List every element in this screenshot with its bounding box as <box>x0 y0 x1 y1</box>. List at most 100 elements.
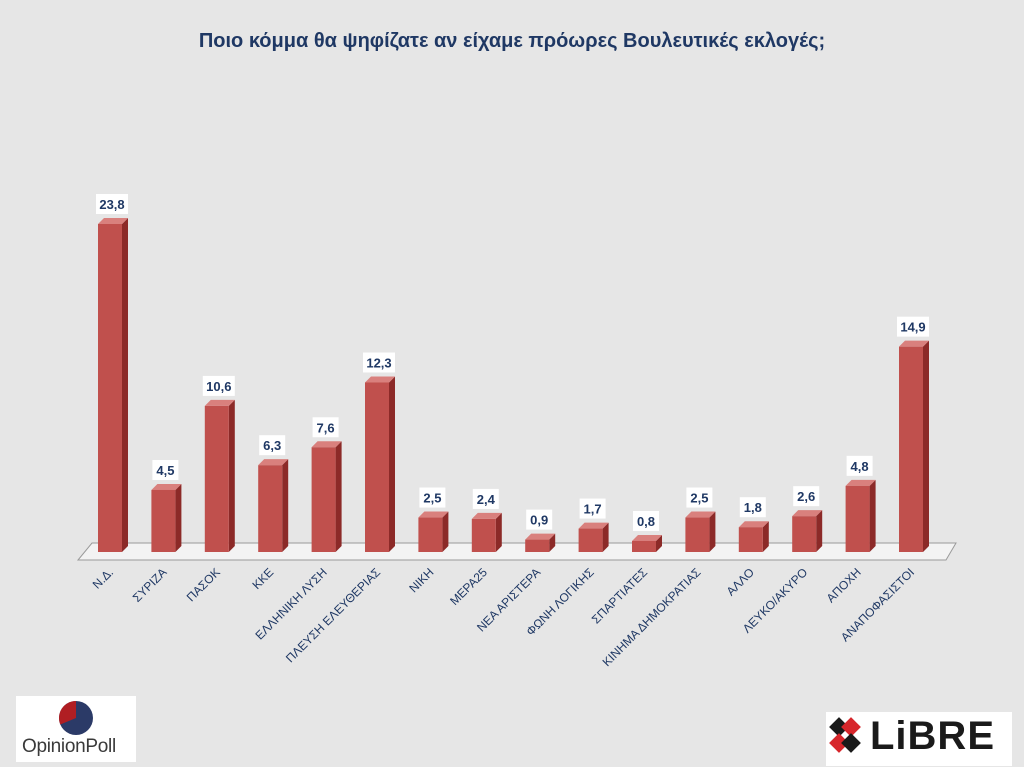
bar <box>258 465 283 552</box>
value-label: 7,6 <box>317 420 335 435</box>
bars-group <box>98 218 929 552</box>
value-labels-group: 23,8 4,5 10,6 6,3 7,6 12,3 2,5 2,4 0,9 1,7 0,8 2,5 1… <box>96 194 929 531</box>
bar-side <box>122 218 128 552</box>
value-label: 2,5 <box>690 491 708 506</box>
opinion-poll-logo: OpinionPoll <box>16 696 136 762</box>
bar <box>418 517 443 552</box>
bar-chart: 23,8 4,5 10,6 6,3 7,6 12,3 2,5 2,4 0,9 1,7 0,8 2,5 1… <box>76 194 957 669</box>
value-label-box <box>739 497 766 518</box>
bar-top <box>418 511 449 518</box>
bar-side <box>656 534 662 552</box>
value-label: 6,3 <box>263 438 281 453</box>
value-label: 2,4 <box>477 492 496 507</box>
value-label-box <box>259 435 286 456</box>
bar-side <box>175 483 182 552</box>
bar-top <box>151 483 182 490</box>
bar <box>899 346 923 552</box>
opinion-poll-logo-text: OpinionPoll <box>22 736 116 757</box>
value-label-box <box>793 486 820 507</box>
bar-side <box>869 479 876 552</box>
bar <box>685 517 710 552</box>
bar-side <box>709 511 716 552</box>
value-label-box <box>579 498 606 519</box>
value-label: 1,7 <box>584 502 602 517</box>
value-label: 0,9 <box>530 513 548 528</box>
bar-side <box>389 376 395 552</box>
bar-side <box>442 511 449 552</box>
bar <box>845 485 870 552</box>
bar <box>204 405 229 552</box>
bar <box>151 489 176 552</box>
bar-top <box>845 479 876 486</box>
bar-side <box>282 459 289 552</box>
value-label-box <box>526 509 553 530</box>
value-label-box <box>96 194 128 214</box>
value-label: 0,8 <box>637 514 655 529</box>
chart-floor <box>76 542 957 561</box>
bar <box>98 224 122 552</box>
category-label: ΚΚΕ <box>249 565 276 592</box>
category-label: ΠΛΕΥΣΗ ΕΛΕΥΘΕΡΙΑΣ <box>283 565 383 665</box>
bar <box>525 539 550 552</box>
value-label-box <box>363 352 395 373</box>
category-label: ΚΙΝΗΜΑ ΔΗΜΟΚΡΑΤΙΑΣ <box>600 565 704 669</box>
bar-top <box>685 511 716 518</box>
libre-logo-text: LiBRE <box>870 714 995 758</box>
bar-top <box>525 533 556 540</box>
value-label: 10,6 <box>206 379 231 394</box>
category-label: ΑΠΟΧΗ <box>824 565 864 605</box>
value-label-box <box>419 487 446 508</box>
bar-top <box>578 522 609 529</box>
chart-title: Ποιο κόμμα θα ψηφίζατε αν είχαμε πρόωρες… <box>198 30 826 52</box>
bar-top <box>204 399 235 406</box>
category-label: ΣΥΡΙΖΑ <box>130 565 170 605</box>
bar-top <box>738 521 769 528</box>
bar-side <box>816 510 823 552</box>
value-label: 1,8 <box>744 500 762 515</box>
bar-top <box>98 218 128 224</box>
bar-top <box>792 510 823 517</box>
value-label-box <box>897 316 929 337</box>
bar-side <box>495 512 502 552</box>
value-label-box <box>846 455 873 476</box>
bar-side <box>228 399 235 552</box>
bar <box>365 382 389 552</box>
category-label: ΠΑΣΟΚ <box>184 565 223 604</box>
chart-floor-plane <box>76 542 957 561</box>
bar <box>738 527 763 552</box>
value-label: 23,8 <box>99 197 124 212</box>
bar-side <box>762 521 769 552</box>
bar <box>311 447 336 552</box>
value-label-box <box>312 417 339 438</box>
bar-top <box>258 459 289 466</box>
bar-top <box>365 376 395 383</box>
value-label-box <box>686 487 713 508</box>
bar <box>632 540 656 552</box>
value-label-box <box>202 375 235 396</box>
bar-top <box>311 441 342 448</box>
bar <box>792 516 817 552</box>
bar-side <box>923 340 929 552</box>
category-label: ΑΛΛΟ <box>724 565 757 598</box>
bar-side <box>602 522 609 552</box>
libre-logo: LiBRE <box>826 712 1012 766</box>
bar-side <box>549 533 556 552</box>
bar <box>578 528 603 552</box>
bar <box>471 518 496 552</box>
value-label: 2,5 <box>423 491 441 506</box>
value-label-box <box>633 510 659 531</box>
category-label: ΝΙΚΗ <box>406 565 436 595</box>
value-label-box <box>472 488 499 509</box>
category-label: ΜΕΡΑ25 <box>447 565 490 608</box>
bar-top <box>632 534 662 541</box>
value-label: 4,8 <box>851 459 869 474</box>
value-label: 4,5 <box>156 463 174 478</box>
value-label: 14,9 <box>900 320 925 335</box>
bar-top <box>471 512 502 519</box>
category-label: Ν.Δ. <box>90 565 116 591</box>
value-label: 12,3 <box>366 355 391 370</box>
bar-top <box>899 340 929 347</box>
value-label-box <box>152 459 179 480</box>
value-label: 2,6 <box>797 489 815 504</box>
